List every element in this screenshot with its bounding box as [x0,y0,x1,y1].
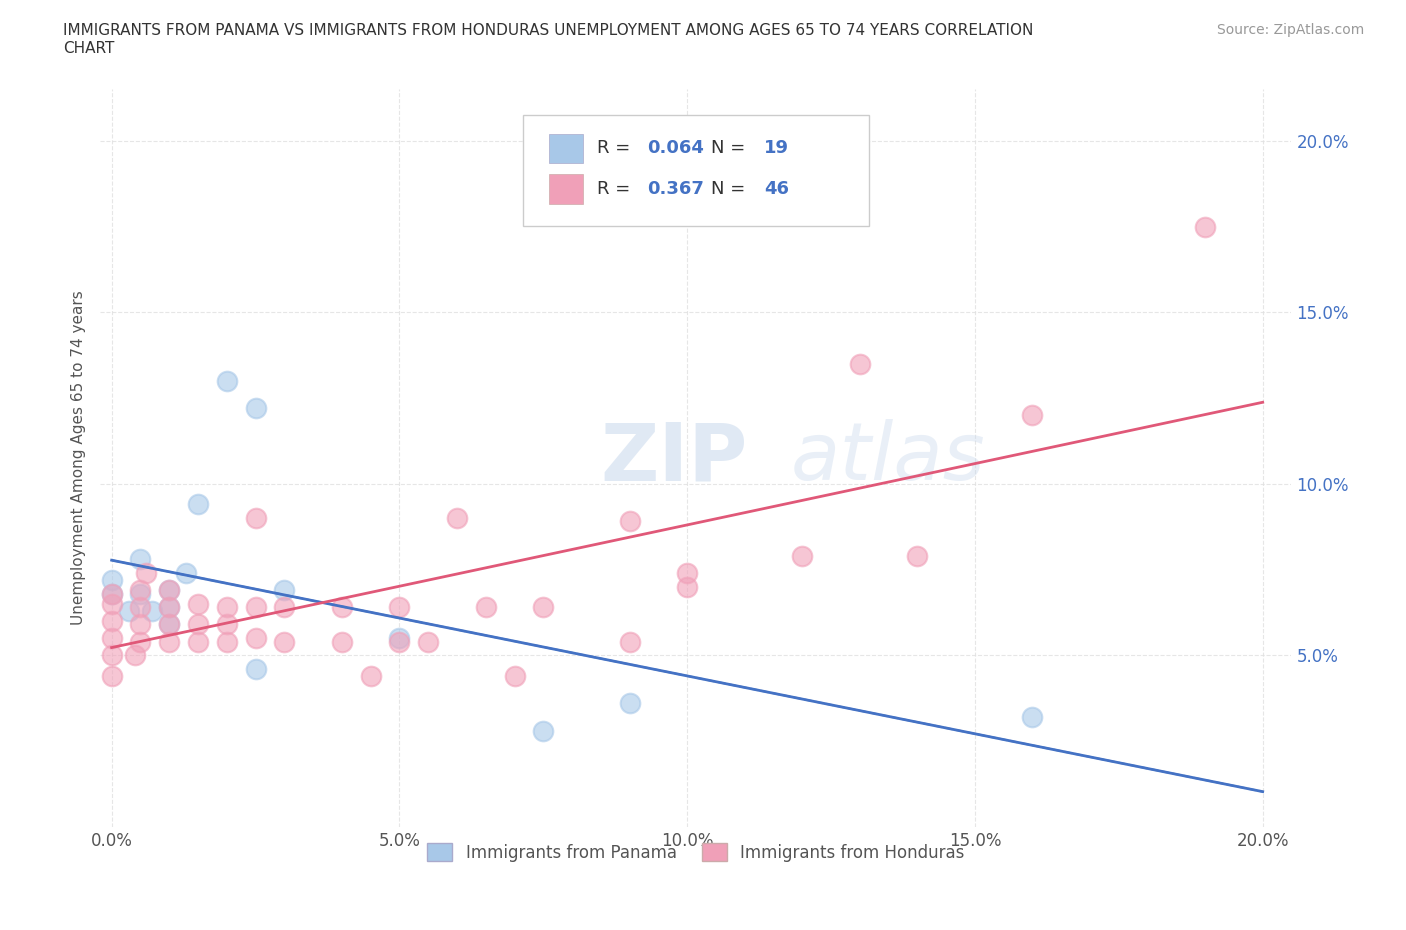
Point [273,634,295,649]
Point [100,586,122,601]
Point [157,582,180,597]
Point [531,724,554,738]
Point [388,634,411,649]
Point [157,634,180,649]
Point [157,617,180,631]
Point [215,374,238,389]
Point [187,617,209,631]
Point [418,634,440,649]
Point [124,648,146,663]
Point [273,582,295,597]
Point [330,634,353,649]
Point [129,617,152,631]
Point [215,617,238,631]
Point [100,596,122,611]
Point [245,600,267,615]
Point [129,586,152,601]
Point [176,565,198,580]
Point [245,631,267,645]
FancyBboxPatch shape [523,115,869,226]
Bar [550,174,582,204]
Point [215,634,238,649]
Bar [550,134,582,163]
Point [676,579,699,594]
Point [1194,219,1216,234]
Point [100,631,122,645]
Point [100,614,122,629]
Point [100,572,122,587]
Point [1021,710,1043,724]
Point [676,565,699,580]
Point [187,596,209,611]
Text: N =: N = [711,179,751,198]
Text: atlas: atlas [792,419,986,497]
Point [905,549,928,564]
Point [531,600,554,615]
Text: R =: R = [598,179,636,198]
Text: 46: 46 [763,179,789,198]
Point [100,586,122,601]
Point [503,669,526,684]
Point [157,600,180,615]
Point [129,600,152,615]
Point [360,669,382,684]
Point [849,356,872,371]
Point [129,582,152,597]
Point [792,549,814,564]
Text: Source: ZipAtlas.com: Source: ZipAtlas.com [1216,23,1364,37]
Point [215,600,238,615]
Point [619,634,641,649]
Point [245,511,267,525]
Text: N =: N = [711,140,751,157]
Point [100,648,122,663]
Point [157,600,180,615]
Text: ZIP: ZIP [600,419,748,497]
Point [141,604,163,618]
Point [273,600,295,615]
Point [129,634,152,649]
Point [135,565,157,580]
Point [446,511,468,525]
Point [100,669,122,684]
Text: 0.064: 0.064 [647,140,704,157]
Point [118,604,141,618]
Text: 19: 19 [763,140,789,157]
Point [245,661,267,676]
Point [245,401,267,416]
Point [474,600,496,615]
Point [619,696,641,711]
Point [330,600,353,615]
Point [129,551,152,566]
Text: 0.367: 0.367 [647,179,704,198]
Text: R =: R = [598,140,636,157]
Text: IMMIGRANTS FROM PANAMA VS IMMIGRANTS FROM HONDURAS UNEMPLOYMENT AMONG AGES 65 TO: IMMIGRANTS FROM PANAMA VS IMMIGRANTS FRO… [63,23,1033,56]
Point [1021,407,1043,422]
Point [157,582,180,597]
Y-axis label: Unemployment Among Ages 65 to 74 years: Unemployment Among Ages 65 to 74 years [72,291,86,626]
Point [388,631,411,645]
Point [187,497,209,512]
Legend: Immigrants from Panama, Immigrants from Honduras: Immigrants from Panama, Immigrants from … [419,835,973,870]
Point [388,600,411,615]
Point [187,634,209,649]
Point [619,514,641,529]
Point [157,617,180,631]
